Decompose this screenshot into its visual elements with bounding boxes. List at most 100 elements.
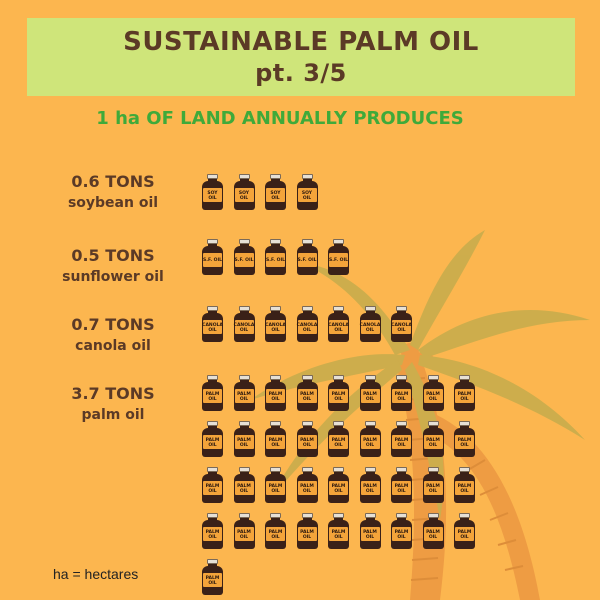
bottle-label: S.F. OIL: [234, 253, 254, 267]
part-indicator: pt. 3/5: [255, 58, 347, 87]
bottle-label: CANOLA OIL: [328, 320, 349, 334]
bottle-label: CANOLA OIL: [234, 320, 254, 334]
subheading: 1 ha OF LAND ANNUALLY PRODUCES: [96, 108, 464, 129]
bottle-label: CANOLA OIL: [360, 320, 380, 334]
oil-bottle-icon: CANOLA OIL: [359, 306, 381, 342]
row-label-sunflower: 0.5 TONS sunflower oil: [28, 246, 198, 285]
footnote: ha = hectares: [53, 566, 139, 582]
bottle-label: SOY OIL: [266, 188, 285, 202]
bottle-label: PALM OIL: [266, 389, 285, 403]
oil-bottle-icon: PALM OIL: [454, 375, 475, 411]
oil-bottle-icon: PALM OIL: [359, 375, 381, 411]
bottle-label: PALM OIL: [392, 527, 411, 541]
oil-bottle-icon: PALM OIL: [265, 467, 286, 503]
oil-bottle-icon: PALM OIL: [422, 467, 444, 503]
oil-bottle-icon: PALM OIL: [328, 375, 349, 411]
oil-bottle-icon: PALM OIL: [296, 467, 318, 503]
oil-bottle-icon: PALM OIL: [233, 375, 255, 411]
bottle-label: PALM OIL: [360, 389, 380, 403]
bottle-label: PALM OIL: [360, 481, 380, 495]
bottle-label: PALM OIL: [266, 481, 285, 495]
bottle-label: PALM OIL: [203, 389, 222, 403]
oil-bottle-icon: CANOLA OIL: [202, 306, 223, 342]
title-banner: SUSTAINABLE PALM OIL pt. 3/5: [27, 18, 575, 96]
bottles-soybean: SOY OIL SOY OIL SOY OIL SOY OIL: [202, 174, 512, 220]
bottle-label: S.F. OIL: [329, 253, 348, 267]
oil-bottle-icon: PALM OIL: [202, 559, 223, 595]
oil-bottle-icon: CANOLA OIL: [296, 306, 318, 342]
amount-sunflower: 0.5 TONS: [71, 246, 155, 265]
bottle-label: PALM OIL: [297, 527, 317, 541]
oil-bottle-icon: SOY OIL: [265, 174, 286, 210]
bottle-label: PALM OIL: [392, 435, 411, 449]
oil-bottle-icon: PALM OIL: [202, 467, 223, 503]
amount-soybean: 0.6 TONS: [71, 172, 155, 191]
oil-bottle-icon: PALM OIL: [328, 421, 349, 457]
oil-bottle-icon: CANOLA OIL: [328, 306, 349, 342]
oil-bottle-icon: PALM OIL: [296, 421, 318, 457]
oil-bottle-icon: PALM OIL: [391, 467, 412, 503]
oil-bottle-icon: PALM OIL: [391, 421, 412, 457]
bottle-label: PALM OIL: [266, 435, 285, 449]
oil-bottle-icon: SOY OIL: [202, 174, 223, 210]
bottle-label: PALM OIL: [455, 527, 474, 541]
oil-bottle-icon: PALM OIL: [359, 467, 381, 503]
amount-canola: 0.7 TONS: [71, 315, 155, 334]
bottle-label: PALM OIL: [234, 527, 254, 541]
bottle-label: PALM OIL: [297, 389, 317, 403]
bottles-canola: CANOLA OIL CANOLA OIL CANOLA OIL CANOLA OIL…: [202, 306, 512, 352]
bottle-label: PALM OIL: [203, 481, 222, 495]
oil-bottle-icon: S.F. OIL: [328, 239, 349, 275]
row-label-palm: 3.7 TONS palm oil: [28, 384, 198, 423]
bottle-label: PALM OIL: [392, 389, 411, 403]
oil-bottle-icon: PALM OIL: [422, 375, 444, 411]
bottle-label: PALM OIL: [234, 389, 254, 403]
oil-bottle-icon: S.F. OIL: [265, 239, 286, 275]
oil-bottle-icon: PALM OIL: [422, 513, 444, 549]
bottle-label: PALM OIL: [266, 527, 285, 541]
bottle-label: SOY OIL: [297, 188, 317, 202]
oil-bottle-icon: SOY OIL: [233, 174, 255, 210]
oil-bottle-icon: PALM OIL: [359, 421, 381, 457]
bottle-label: PALM OIL: [297, 435, 317, 449]
row-label-soybean: 0.6 TONS soybean oil: [28, 172, 198, 211]
bottle-label: PALM OIL: [329, 481, 348, 495]
oil-bottle-icon: PALM OIL: [265, 375, 286, 411]
oil-bottle-icon: SOY OIL: [296, 174, 318, 210]
oil-bottle-icon: PALM OIL: [202, 513, 223, 549]
bottle-label: PALM OIL: [203, 573, 222, 587]
bottle-label: CANOLA OIL: [202, 320, 223, 334]
name-sunflower: sunflower oil: [62, 269, 164, 285]
row-label-canola: 0.7 TONS canola oil: [28, 315, 198, 354]
oil-bottle-icon: PALM OIL: [454, 467, 475, 503]
bottle-label: PALM OIL: [392, 481, 411, 495]
bottle-label: S.F. OIL: [266, 253, 285, 267]
oil-bottle-icon: S.F. OIL: [202, 239, 223, 275]
bottle-label: PALM OIL: [423, 527, 443, 541]
bottle-label: S.F. OIL: [203, 253, 222, 267]
bottle-label: PALM OIL: [455, 435, 474, 449]
oil-bottle-icon: PALM OIL: [296, 375, 318, 411]
oil-bottle-icon: CANOLA OIL: [233, 306, 255, 342]
bottle-label: CANOLA OIL: [297, 320, 317, 334]
bottle-label: PALM OIL: [297, 481, 317, 495]
page-title: SUSTAINABLE PALM OIL: [123, 27, 479, 57]
bottle-label: PALM OIL: [203, 435, 222, 449]
bottle-label: PALM OIL: [234, 435, 254, 449]
oil-bottle-icon: CANOLA OIL: [265, 306, 286, 342]
bottle-label: PALM OIL: [360, 435, 380, 449]
oil-bottle-icon: PALM OIL: [422, 421, 444, 457]
bottle-label: S.F. OIL: [297, 253, 317, 267]
oil-bottle-icon: PALM OIL: [233, 513, 255, 549]
oil-bottle-icon: PALM OIL: [328, 467, 349, 503]
oil-bottle-icon: PALM OIL: [202, 421, 223, 457]
bottle-label: PALM OIL: [329, 389, 348, 403]
name-soybean: soybean oil: [67, 195, 159, 211]
bottle-label: PALM OIL: [360, 527, 380, 541]
oil-bottle-icon: PALM OIL: [233, 421, 255, 457]
bottles-palm: PALM OIL PALM OIL PALM OIL PALM OIL PALM OIL…: [202, 375, 512, 600]
name-canola: canola oil: [75, 338, 151, 354]
oil-bottle-icon: CANOLA OIL: [391, 306, 412, 342]
oil-bottle-icon: PALM OIL: [265, 513, 286, 549]
oil-bottle-icon: PALM OIL: [296, 513, 318, 549]
